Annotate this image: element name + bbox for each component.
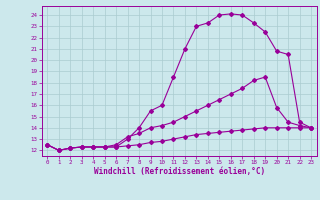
X-axis label: Windchill (Refroidissement éolien,°C): Windchill (Refroidissement éolien,°C) [94, 167, 265, 176]
